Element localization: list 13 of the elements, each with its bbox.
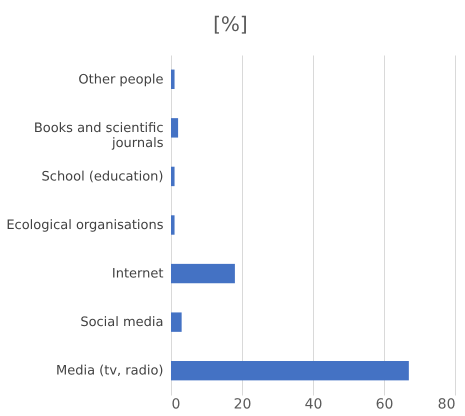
x-tick-label: 0	[172, 396, 180, 412]
x-tick-label: 60	[376, 396, 394, 412]
y-tick-label: School (education)	[42, 169, 164, 184]
x-tick-label: 20	[234, 396, 252, 412]
y-tick-label: Other people	[78, 72, 164, 88]
x-tick-label: 80	[438, 396, 456, 412]
y-tick-label: Ecological organisations	[6, 218, 164, 233]
chart-title: [%]	[213, 12, 248, 36]
y-tick-label: Internet	[112, 266, 164, 282]
x-tick-label: 40	[304, 396, 322, 412]
y-tick-label: Social media	[80, 315, 164, 330]
y-tick-label: Media (tv, radio)	[56, 364, 164, 379]
y-tick-label: Books and scientific journals	[34, 120, 164, 151]
